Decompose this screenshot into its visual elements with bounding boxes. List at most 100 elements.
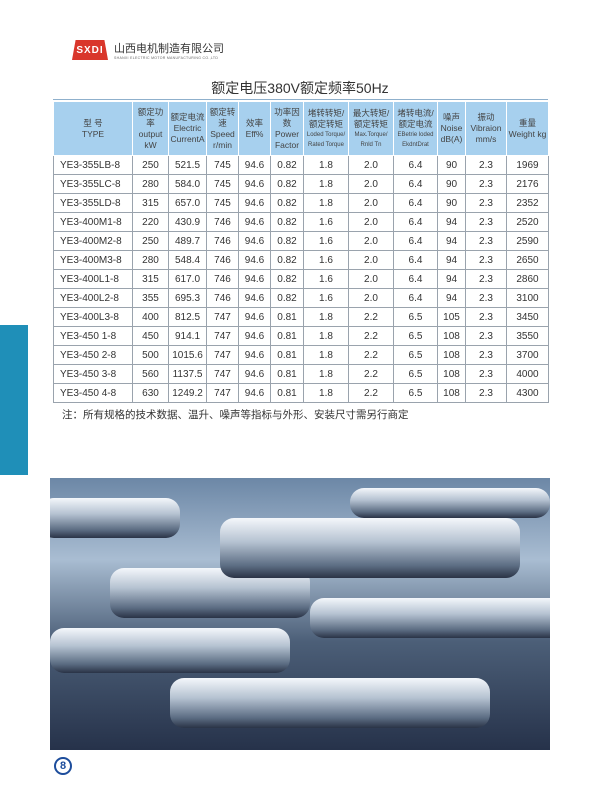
table-cell: 2.0 [348, 288, 394, 308]
page-title: 额定电压380V额定频率50Hz [211, 80, 389, 96]
table-cell: 6.5 [393, 345, 438, 365]
table-cell: 6.4 [393, 269, 438, 289]
table-cell: 2.3 [465, 174, 507, 194]
column-header: 振动 Vibraion mm/s [465, 101, 507, 156]
table-cell: 2.3 [465, 250, 507, 270]
table-cell: 1137.5 [168, 364, 207, 384]
table-cell: 4300 [506, 383, 549, 403]
table-cell: 1.8 [303, 174, 349, 194]
table-cell: YE3-355LB-8 [53, 155, 133, 175]
table-cell: 1.6 [303, 212, 349, 232]
header-cn: 堵转转矩/额定转矩 [307, 107, 345, 129]
table-cell: 1.8 [303, 155, 349, 175]
table-cell: 450 [132, 326, 169, 346]
table-cell: 250 [132, 231, 169, 251]
column-header: 堵转转矩/额定转矩 Loded Torque/ Rated Torque [303, 101, 349, 156]
spec-table: 型 号 TYPE 额定功率 output kW 额定电流 Electric Current… [53, 101, 549, 403]
header-en: output kW [138, 128, 163, 150]
header-en: Max.Torque/ Rnld Tn [354, 131, 388, 148]
table-cell: 746 [206, 269, 239, 289]
table-cell: YE3-450 1-8 [53, 326, 133, 346]
table-row: YE3-450 2-8 500 1015.6 747 94.6 0.81 1.8 2.2 6.5… [53, 345, 549, 365]
table-cell: 1.8 [303, 193, 349, 213]
table-cell: 560 [132, 364, 169, 384]
table-cell: 6.5 [393, 307, 438, 327]
company-name-cn: 山西电机制造有限公司 [114, 43, 224, 55]
table-cell: 3700 [506, 345, 549, 365]
side-tab [0, 325, 28, 475]
table-cell: YE3-355LC-8 [53, 174, 133, 194]
table-cell: 0.82 [270, 288, 304, 308]
table-cell: 1.8 [303, 345, 349, 365]
table-cell: 521.5 [168, 155, 207, 175]
product-photo-rotors [50, 478, 550, 750]
table-cell: 2520 [506, 212, 549, 232]
table-cell: 94 [437, 269, 466, 289]
table-row: YE3-450 3-8 560 1137.5 747 94.6 0.81 1.8 2.2 6.5… [53, 364, 549, 384]
table-cell: 1.8 [303, 326, 349, 346]
table-row: YE3-400L3-8 400 812.5 747 94.6 0.81 1.8 2.2 6.5 1… [53, 307, 549, 327]
table-cell: 94.6 [238, 212, 271, 232]
header-en: Weight kg [508, 128, 547, 139]
table-cell: 280 [132, 174, 169, 194]
table-cell: 2352 [506, 193, 549, 213]
table-cell: 2.0 [348, 231, 394, 251]
table-cell: 108 [437, 326, 466, 346]
column-header: 额定功率 output kW [132, 101, 169, 156]
table-cell: 6.5 [393, 383, 438, 403]
table-cell: 745 [206, 155, 239, 175]
header-cn: 型 号 [83, 117, 103, 128]
table-cell: 747 [206, 383, 239, 403]
table-cell: YE3-400M1-8 [53, 212, 133, 232]
table-cell: 6.5 [393, 364, 438, 384]
table-row: YE3-450 4-8 630 1249.2 747 94.6 0.81 1.8 2.2 6.5… [53, 383, 549, 403]
table-cell: 1.8 [303, 364, 349, 384]
table-cell: 315 [132, 269, 169, 289]
table-cell: 2176 [506, 174, 549, 194]
table-cell: YE3-355LD-8 [53, 193, 133, 213]
header-en: Vibraion mm/s [470, 123, 502, 144]
header-cn: 额定转速 [209, 106, 236, 128]
table-cell: 2.0 [348, 250, 394, 270]
column-header: 额定转速 Speed r/min [206, 101, 239, 156]
table-cell: 0.82 [270, 193, 304, 213]
table-cell: 6.4 [393, 288, 438, 308]
table-cell: 2.0 [348, 155, 394, 175]
table-cell: 746 [206, 212, 239, 232]
table-cell: 914.1 [168, 326, 207, 346]
table-cell: 2.2 [348, 383, 394, 403]
table-cell: 657.0 [168, 193, 207, 213]
table-cell: 6.4 [393, 193, 438, 213]
table-row: YE3-450 1-8 450 914.1 747 94.6 0.81 1.8 2.2 6.5 1… [53, 326, 549, 346]
table-cell: 94 [437, 231, 466, 251]
table-cell: 94.6 [238, 155, 271, 175]
table-cell: 4000 [506, 364, 549, 384]
table-cell: 2.2 [348, 364, 394, 384]
table-cell: 3450 [506, 307, 549, 327]
header-cn: 功率因数 [274, 106, 300, 128]
table-cell: 3100 [506, 288, 549, 308]
column-header: 额定电流 Electric CurrentA [168, 101, 207, 156]
table-cell: 355 [132, 288, 169, 308]
header-cn: 最大转矩/额定转矩 [352, 107, 390, 129]
table-cell: YE3-400L1-8 [53, 269, 133, 289]
table-cell: YE3-450 4-8 [53, 383, 133, 403]
table-cell: 0.82 [270, 212, 304, 232]
table-cell: 6.4 [393, 250, 438, 270]
table-cell: 6.5 [393, 326, 438, 346]
table-cell: 2.3 [465, 269, 507, 289]
header-cn: 重量 [518, 117, 536, 128]
table-cell: 315 [132, 193, 169, 213]
table-cell: 2.3 [465, 307, 507, 327]
table-cell: 2.3 [465, 231, 507, 251]
table-cell: 2.3 [465, 155, 507, 175]
table-cell: 250 [132, 155, 169, 175]
header-en: EBetrie loded EkdntDrat [397, 131, 434, 148]
divider [53, 99, 548, 100]
table-cell: 500 [132, 345, 169, 365]
table-cell: 90 [437, 174, 466, 194]
table-cell: 2.0 [348, 174, 394, 194]
table-cell: 489.7 [168, 231, 207, 251]
table-cell: 94 [437, 212, 466, 232]
table-cell: 94.6 [238, 174, 271, 194]
